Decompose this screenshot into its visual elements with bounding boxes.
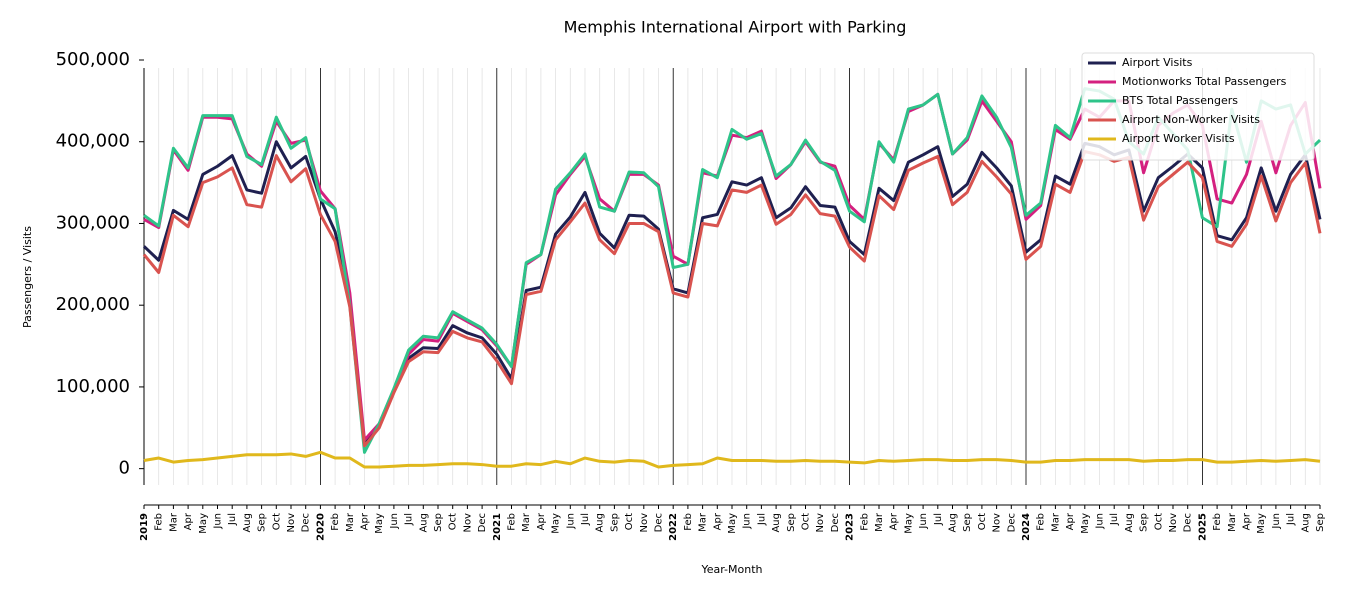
x-tick-label: Jun xyxy=(742,513,753,530)
x-tick-label: Feb xyxy=(1036,513,1047,531)
x-tick-label: Nov xyxy=(992,513,1003,533)
x-tick-label: Dec xyxy=(1006,513,1017,532)
x-tick-label: Jun xyxy=(213,513,224,530)
legend-label: BTS Total Passengers xyxy=(1122,94,1238,107)
x-tick-label: Jul xyxy=(1286,513,1297,526)
x-tick-label: Jul xyxy=(580,513,591,526)
x-tick-label: Jun xyxy=(918,513,929,530)
x-tick-label: Apr xyxy=(360,512,371,530)
x-tick-label: 2025 xyxy=(1197,513,1208,541)
x-tick-label: Sep xyxy=(1139,513,1150,532)
x-tick-label: Feb xyxy=(859,513,870,531)
x-tick-label: Jul xyxy=(933,513,944,526)
legend-label: Motionworks Total Passengers xyxy=(1122,75,1287,88)
line-series xyxy=(143,450,1321,469)
x-tick-label: Nov xyxy=(286,513,297,533)
x-tick-label: Mar xyxy=(345,512,356,532)
x-tick-label: Apr xyxy=(1242,512,1253,530)
x-tick-label: May xyxy=(727,513,738,534)
x-tick-label: Jun xyxy=(389,513,400,530)
x-tick-label: Feb xyxy=(683,513,694,531)
x-tick-label: Sep xyxy=(786,513,797,532)
legend-label: Airport Visits xyxy=(1122,56,1193,69)
x-tick-label: Aug xyxy=(948,513,959,533)
x-tick-label: 2019 xyxy=(139,513,150,541)
x-tick-label: Dec xyxy=(1183,513,1194,532)
x-tick-label: Feb xyxy=(1212,513,1223,531)
x-tick-label: Aug xyxy=(1124,513,1135,533)
x-tick-label: Apr xyxy=(889,512,900,530)
x-tick-label: Mar xyxy=(521,512,532,532)
x-tick-label: Aug xyxy=(418,513,429,533)
x-tick-label: Oct xyxy=(977,513,988,530)
x-tick-label: May xyxy=(903,513,914,534)
x-tick-label: Sep xyxy=(433,513,444,532)
x-tick-label: Apr xyxy=(1065,512,1076,530)
x-tick-label: May xyxy=(198,513,209,534)
legend-label: Airport Non-Worker Visits xyxy=(1122,113,1260,126)
x-tick-label: Mar xyxy=(1227,512,1238,532)
x-tick-label: Sep xyxy=(962,513,973,532)
y-tick-label: 400,000 xyxy=(56,131,130,152)
x-tick-label: Jul xyxy=(756,513,767,526)
x-tick-label: Sep xyxy=(257,513,268,532)
x-tick-label: Mar xyxy=(698,512,709,532)
x-tick-label: Jun xyxy=(565,513,576,530)
x-tick-label: 2023 xyxy=(845,513,856,541)
y-tick-label: 100,000 xyxy=(56,376,130,397)
x-tick-label: Nov xyxy=(462,513,473,533)
x-tick-label: Oct xyxy=(624,513,635,530)
legend-label: Airport Worker Visits xyxy=(1122,132,1235,145)
x-tick-label: Jun xyxy=(1095,513,1106,530)
x-tick-label: Apr xyxy=(712,512,723,530)
x-tick-label: Jul xyxy=(227,513,238,526)
x-tick-label: Jul xyxy=(1109,513,1120,526)
x-tick-label: May xyxy=(551,513,562,534)
y-tick-label: 500,000 xyxy=(56,49,130,70)
x-tick-label: Jul xyxy=(404,513,415,526)
x-tick-label: Oct xyxy=(1153,513,1164,530)
x-tick-label: Feb xyxy=(154,513,165,531)
x-tick-label: Mar xyxy=(168,512,179,532)
x-tick-label: May xyxy=(374,513,385,534)
x-tick-label: Apr xyxy=(536,512,547,530)
x-tick-label: Nov xyxy=(815,513,826,533)
x-tick-label: Sep xyxy=(609,513,620,532)
x-tick-label: Dec xyxy=(301,513,312,532)
x-tick-label: Apr xyxy=(183,512,194,530)
x-tick-label: Dec xyxy=(477,513,488,532)
x-tick-label: May xyxy=(1256,513,1267,534)
x-tick-label: 2022 xyxy=(668,513,679,541)
y-tick-label: 200,000 xyxy=(56,294,130,315)
x-tick-label: Oct xyxy=(271,513,282,530)
x-tick-label: Oct xyxy=(801,513,812,530)
y-tick-label: 300,000 xyxy=(56,212,130,233)
x-tick-label: Nov xyxy=(639,513,650,533)
x-tick-label: 2020 xyxy=(315,513,326,541)
x-tick-label: May xyxy=(1080,513,1091,534)
legend-box xyxy=(1081,52,1315,161)
x-tick-label: Oct xyxy=(448,513,459,530)
x-tick-label: Jun xyxy=(1271,513,1282,530)
x-tick-label: Feb xyxy=(507,513,518,531)
x-tick-label: Feb xyxy=(330,513,341,531)
x-tick-label: Dec xyxy=(654,513,665,532)
x-tick-label: Aug xyxy=(595,513,606,533)
x-tick-label: Nov xyxy=(1168,513,1179,533)
x-tick-label: Sep xyxy=(1315,513,1326,532)
y-tick-label: 0 xyxy=(119,458,130,479)
chart-title: Memphis International Airport with Parki… xyxy=(564,18,907,37)
x-tick-label: Dec xyxy=(830,513,841,532)
x-tick-label: Aug xyxy=(771,513,782,533)
x-tick-label: 2024 xyxy=(1021,513,1032,541)
y-axis-label: Passengers / Visits xyxy=(21,226,34,328)
x-tick-label: Mar xyxy=(1050,512,1061,532)
x-tick-label: 2021 xyxy=(492,513,503,541)
x-tick-label: Mar xyxy=(874,512,885,532)
x-tick-label: Aug xyxy=(1300,513,1311,533)
x-tick-label: Aug xyxy=(242,513,253,533)
x-axis-label: Year-Month xyxy=(700,563,762,576)
